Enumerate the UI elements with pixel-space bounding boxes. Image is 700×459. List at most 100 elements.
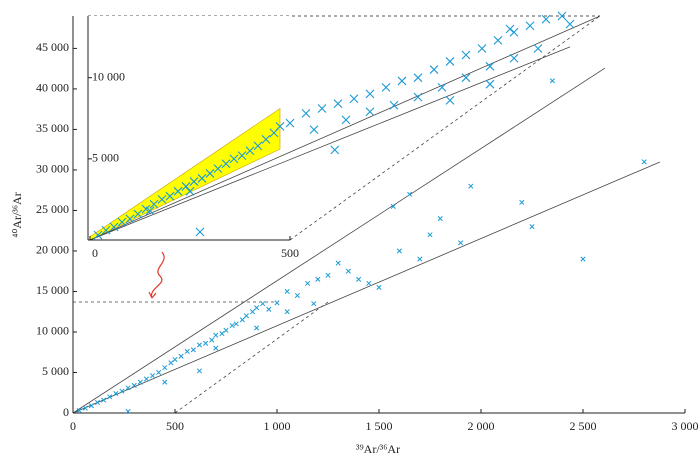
point [260, 301, 266, 307]
point [557, 11, 567, 21]
x-axis-label: ³⁹Ar/³⁶Ar [356, 442, 400, 456]
point [519, 199, 525, 205]
point [325, 272, 331, 278]
point [397, 76, 407, 86]
point [239, 317, 245, 323]
point [445, 96, 455, 105]
point [205, 169, 215, 178]
x-tick-label: 500 [166, 419, 184, 433]
y-tick-label: 40 000 [36, 81, 69, 95]
point [376, 284, 382, 290]
point [253, 141, 263, 151]
point [190, 347, 196, 353]
y-tick-label: 45 000 [36, 40, 69, 54]
point [209, 337, 215, 343]
point [529, 224, 535, 230]
point [580, 256, 586, 262]
point [223, 327, 229, 333]
point [356, 276, 362, 282]
point [162, 379, 168, 385]
y-tick-label: 30 000 [36, 162, 69, 176]
point [213, 345, 219, 351]
point [249, 309, 256, 315]
y-tick-label: 5 000 [92, 151, 119, 165]
point [445, 57, 455, 66]
point [243, 313, 249, 319]
point [107, 394, 113, 400]
point [315, 276, 321, 282]
point [333, 99, 343, 109]
point [88, 403, 94, 409]
point [197, 173, 207, 183]
point [485, 79, 495, 89]
point [178, 353, 184, 359]
y-tick-label: 10 000 [36, 324, 69, 338]
point [101, 225, 111, 235]
point [274, 300, 280, 306]
point [125, 214, 135, 224]
point [133, 209, 143, 219]
point [284, 288, 290, 295]
point [365, 89, 375, 99]
x-tick-label: 2 000 [468, 419, 495, 433]
y-tick-label: 25 000 [36, 202, 69, 216]
point [390, 203, 396, 209]
point [101, 397, 107, 403]
point [429, 65, 439, 74]
point [366, 280, 372, 286]
envelope-line [174, 301, 329, 414]
point [233, 321, 239, 327]
y-axis-label: ⁴⁰Ar/³⁶Ar [10, 192, 24, 237]
zoom-arrow [150, 251, 165, 299]
point [349, 94, 359, 104]
y-tick-label: 10 000 [92, 69, 125, 83]
point [641, 159, 647, 165]
point [309, 125, 319, 135]
point [381, 83, 391, 92]
point [196, 342, 203, 348]
point [505, 24, 515, 34]
point [229, 154, 239, 164]
point [413, 92, 423, 102]
point [396, 248, 402, 254]
point [461, 50, 471, 60]
point [149, 199, 159, 209]
point [245, 146, 255, 156]
y-tick-label: 0 [63, 405, 69, 419]
point [261, 134, 271, 144]
point [335, 260, 341, 266]
point [82, 405, 88, 411]
point [237, 151, 247, 160]
point [165, 191, 175, 201]
envelope-line [72, 67, 606, 414]
point [341, 115, 351, 125]
x-tick-label: 3 000 [672, 419, 699, 433]
point [150, 373, 156, 379]
point [301, 109, 311, 118]
y-tick-label: 15 000 [36, 283, 69, 297]
point [317, 104, 327, 113]
point [311, 301, 317, 307]
y-tick-label: 20 000 [36, 243, 69, 257]
point [549, 78, 555, 84]
point [213, 164, 223, 173]
point [275, 121, 285, 131]
point [185, 186, 195, 196]
x-tick-label: 1 500 [366, 419, 393, 433]
point [254, 325, 260, 331]
point [221, 159, 231, 169]
point [157, 195, 167, 204]
x-tick-label: 1 000 [264, 419, 291, 433]
point [413, 73, 423, 83]
point [143, 376, 149, 382]
point [117, 217, 127, 227]
point [266, 306, 272, 312]
point [109, 222, 119, 232]
point [345, 268, 351, 274]
point [219, 331, 225, 337]
point [172, 356, 178, 363]
point [389, 100, 399, 110]
point [493, 35, 503, 45]
point [533, 44, 543, 53]
point [168, 360, 174, 366]
